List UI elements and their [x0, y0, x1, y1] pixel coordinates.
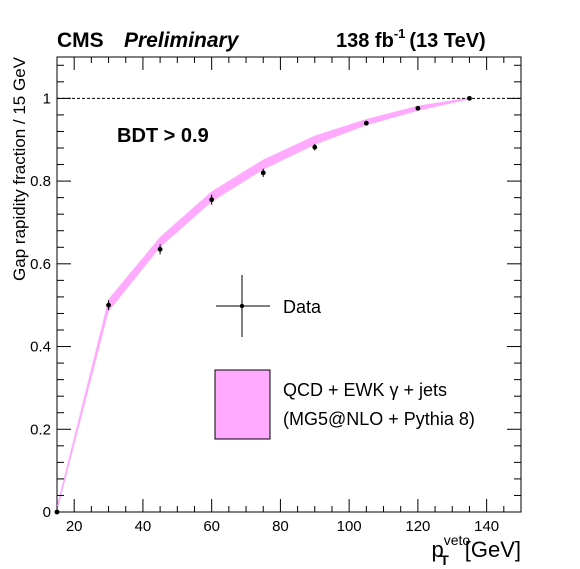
luminosity-label: 138 fb-1 (13 TeV) [336, 26, 486, 52]
mc-uncertainty-band [57, 97, 470, 512]
y-tick-label: 0.8 [30, 173, 51, 190]
luminosity-exponent: -1 [394, 26, 406, 41]
y-tick-label: 1 [43, 90, 51, 107]
x-axis-title-main: p [431, 537, 443, 562]
data-point [312, 144, 318, 150]
experiment-label: CMS [57, 29, 104, 52]
plot-frame [56, 56, 522, 513]
data-point [260, 170, 266, 176]
x-axis-title-sup: veto [444, 532, 471, 548]
y-tick-label: 0.2 [30, 421, 51, 438]
luminosity-value: 138 fb [336, 30, 394, 52]
x-axis-title-unit: [GeV] [465, 537, 521, 562]
x-tick-label: 120 [405, 518, 430, 535]
data-point [54, 509, 60, 515]
x-axis-title-sub: T [440, 552, 449, 568]
preliminary-label: Preliminary [124, 29, 240, 52]
legend-band-label-2: (MG5@NLO + Pythia 8) [283, 409, 475, 429]
data-point [363, 120, 369, 126]
x-tick-label: 80 [272, 518, 289, 535]
x-tick-label: 60 [203, 518, 220, 535]
legend-data-marker [239, 303, 245, 309]
data-point [106, 302, 111, 308]
y-tick-label: 0.4 [30, 339, 51, 356]
axes-layer: 20 40 60 80 100 120 140 0 0.2 0.4 0.6 0.8 1 [30, 57, 522, 535]
data-point [157, 246, 163, 252]
y-tick-label: 0.6 [30, 256, 51, 273]
x-tick-label: 140 [474, 518, 499, 535]
data-point [209, 197, 215, 203]
energy-label: (13 TeV) [409, 30, 485, 52]
points-layer [54, 95, 472, 515]
legend-band-label-1: QCD + EWK γ + jets [283, 380, 447, 400]
x-tick-label: 20 [66, 518, 83, 535]
data-point [467, 95, 472, 101]
x-tick-label: 100 [337, 518, 362, 535]
band-layer [57, 97, 470, 512]
bdt-annotation: BDT > 0.9 [117, 125, 209, 147]
legend-band-swatch [214, 369, 271, 440]
y-axis-title: Gap rapidity fraction / 15 GeV [10, 56, 29, 281]
legend-data-label: Data [283, 297, 322, 317]
data-point [415, 105, 421, 111]
x-tick-label: 40 [135, 518, 152, 535]
legend: Data QCD + EWK γ + jets (MG5@NLO + Pythi… [214, 275, 475, 440]
y-tick-label: 0 [43, 504, 51, 521]
x-axis-title: pveto T [GeV] [431, 532, 521, 568]
